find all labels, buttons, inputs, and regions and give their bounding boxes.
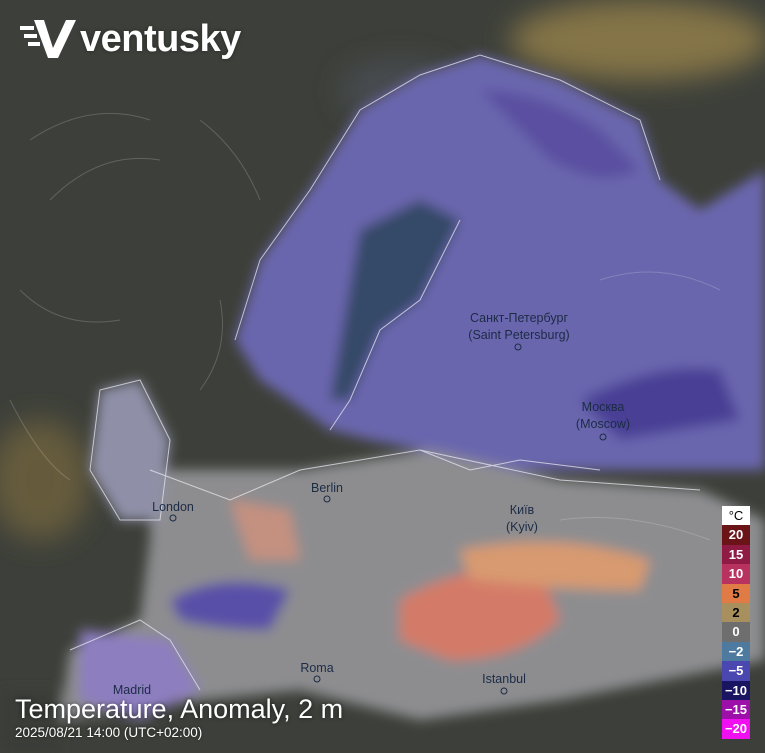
legend-item: 2 [722,602,750,623]
legend-item: −15 [722,699,750,720]
city-london[interactable]: London [152,499,194,516]
city-name: Berlin [311,481,343,495]
city-name: Київ [509,503,535,517]
city-marker [313,675,321,683]
legend-item: −20 [722,719,750,739]
city-marker [599,433,607,441]
legend-unit: °C [722,506,750,526]
city-name: Madrid [112,683,152,697]
city-marker [323,495,331,503]
city-roma[interactable]: Roma [300,660,333,677]
city-marker [500,687,508,695]
city-name: London [152,500,194,514]
layer-datetime[interactable]: 2025/08/21 14:00 (UTC+02:00) [15,725,203,740]
legend-item: 15 [722,544,750,565]
legend-item: −2 [722,641,750,662]
city-marker [514,343,522,351]
city-moscow[interactable]: Москва (Moscow) [576,399,630,433]
legend-item: 5 [722,583,750,603]
ventusky-logo-icon [20,20,76,58]
temperature-legend[interactable]: °C 20 15 10 5 2 0 −2 −5 −10 −15 −20 [722,506,750,739]
legend-item: 10 [722,564,750,584]
city-kyiv[interactable]: Київ (Kyiv) [506,502,538,536]
legend-item: −5 [722,661,750,681]
city-name: Москва [581,400,625,414]
city-name: Istanbul [482,672,526,686]
city-alt-name: (Saint Petersburg) [468,328,570,342]
layer-title: Temperature, Anomaly, 2 m [15,694,344,724]
city-saint-petersburg[interactable]: Санкт-Петербург (Saint Petersburg) [468,310,569,344]
legend-item: 20 [722,525,750,545]
legend-item: 0 [722,622,750,642]
city-alt-name: (Moscow) [575,417,631,431]
city-istanbul[interactable]: Istanbul [482,671,526,688]
city-madrid[interactable]: Madrid [113,682,151,699]
city-name: Санкт-Петербург [469,311,569,325]
city-name: Roma [300,661,334,675]
logo-text: ventusky [80,17,241,60]
city-alt-name: (Kyiv) [506,520,538,534]
ventusky-logo[interactable]: ventusky [20,16,241,62]
legend-item: −10 [722,680,750,700]
city-marker [169,514,177,522]
city-berlin[interactable]: Berlin [311,480,343,497]
